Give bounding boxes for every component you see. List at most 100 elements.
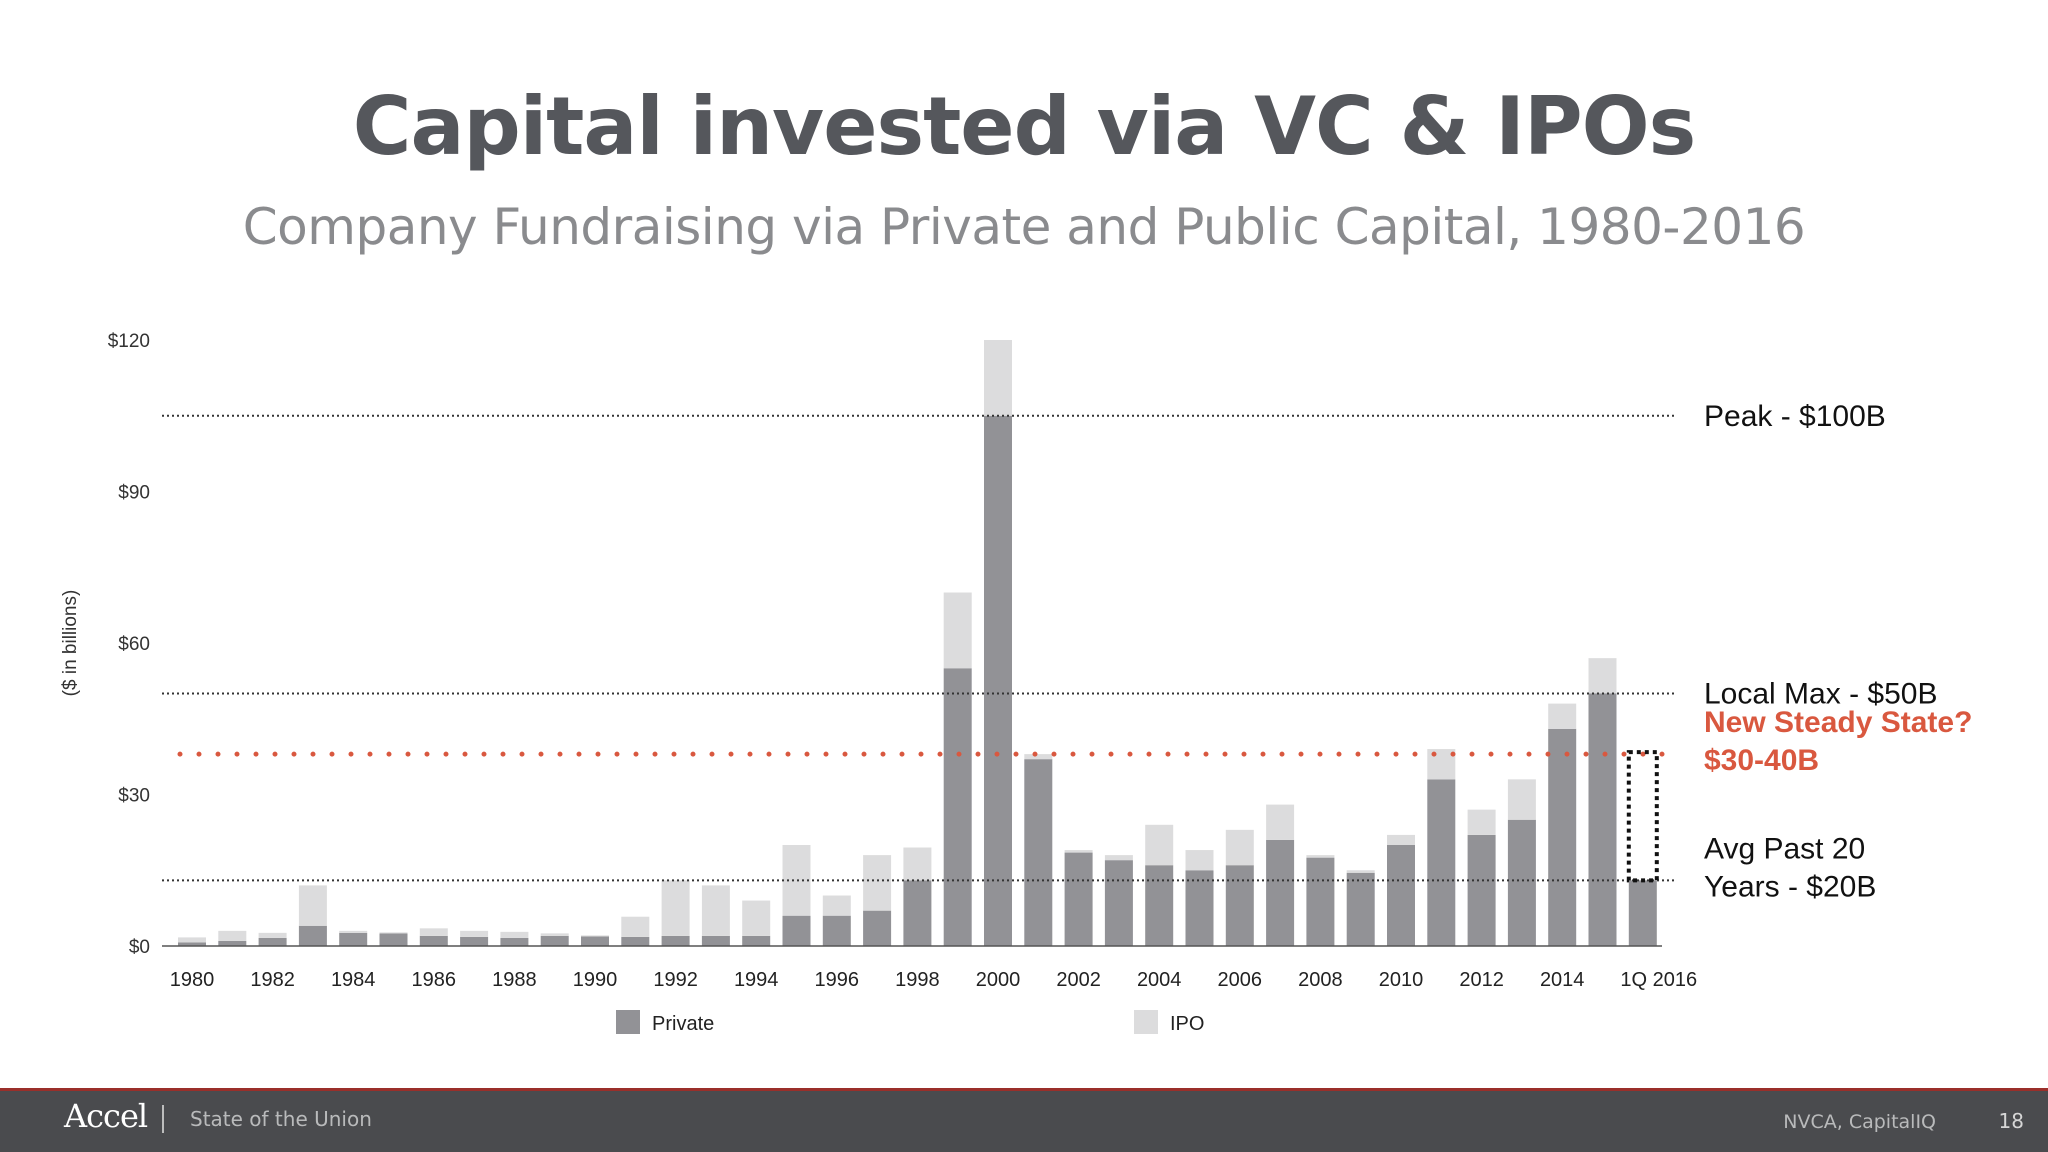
bar-private [1628,880,1657,946]
slide-subtitle: Company Fundraising via Private and Publ… [242,198,1806,256]
x-tick-label: 2002 [1056,969,1101,991]
bar-ipo [1507,779,1536,820]
bar-ipo [701,885,730,936]
bar-private [742,935,771,946]
bar-private [863,910,892,946]
x-tick-label: 1Q 2016 [1620,969,1697,991]
reference-line-label: Years - $20B [1704,870,1876,903]
stacked-bar-chart: $0 $30 $60 $90 $120 ($ in billions) 1980 1982 19… [60,331,1972,1035]
footer-divider [162,1105,164,1133]
bar-ipo [178,937,206,943]
bar-private [540,935,569,946]
bar-private [1548,728,1577,946]
bar-private [822,915,851,946]
x-tick-label: 2006 [1218,969,1263,991]
bar-private [1064,852,1093,946]
legend-swatch [616,1010,640,1034]
x-tick-label: 1998 [895,969,940,991]
reference-line-label: New Steady State? [1704,706,1972,739]
bar-ipo [1024,754,1053,760]
bar-ipo [903,847,932,881]
bar-private [661,935,690,946]
bar-private [1185,870,1214,946]
y-tick-label: $0 [129,937,150,958]
bar-private [419,935,448,946]
bar-ipo [1467,809,1496,835]
x-tick-label: 1990 [573,969,618,991]
bar-private [1266,839,1295,946]
y-tick-label: $60 [118,634,150,655]
x-tick-label: 2000 [976,969,1021,991]
bar-ipo [1548,703,1577,729]
bar-ipo [581,935,609,937]
x-tick-label: 2014 [1540,969,1585,991]
bar-private [943,668,972,946]
bar-private [782,915,811,946]
bar-private [178,942,206,946]
bar-private [621,936,650,946]
bar-private [460,936,489,946]
bar-ipo [1064,850,1093,853]
x-tick-label: 1986 [412,969,457,991]
bar-private [1588,693,1617,946]
bar-private [1346,872,1375,946]
bar-ipo [742,900,771,936]
bar-ipo [621,916,650,937]
bar-ipo [1145,824,1174,866]
reference-line-label: Avg Past 20 [1704,832,1865,865]
bar-private [1104,860,1133,946]
x-tick-label: 1996 [815,969,860,991]
bar-ipo [540,933,569,936]
bar-private [1145,865,1174,946]
bar-private [1507,819,1536,946]
bar-private [258,937,287,946]
x-tick-label: 2004 [1137,969,1182,991]
footer-bar: Accel State of the Union NVCA, CapitalIQ… [0,1088,2048,1152]
bar-ipo [1306,855,1335,858]
bar-ipo [1266,804,1295,840]
x-tick-label: 2012 [1459,969,1504,991]
reference-line-label: Local Max - $50B [1704,678,1937,711]
bar-private [984,415,1012,946]
bar-ipo [379,932,408,934]
page-number: 18 [1998,1109,2024,1133]
reference-line-label: $30-40B [1704,744,1819,777]
y-tick-label: $90 [118,483,150,504]
bar-private [298,925,327,946]
bar-private [1225,865,1254,946]
bar-ipo [984,340,1012,416]
bar-ipo [863,855,892,911]
company-logo: Accel [64,1097,148,1135]
bar-private [379,933,408,946]
bar-ipo [460,930,489,937]
y-tick-label: $120 [108,331,150,352]
bar-private [339,932,368,946]
source-note: NVCA, CapitalIQ [1783,1111,1936,1133]
bar-private [500,937,529,946]
y-axis-label: ($ in billions) [60,590,81,697]
bar-private [1306,857,1335,946]
bar-ipo [500,931,529,938]
bar-private [581,936,609,946]
bar-ipo [822,895,851,916]
reference-line-label: Peak - $100B [1704,400,1886,433]
x-tick-label: 1988 [492,969,537,991]
highlight-box [1626,750,1659,883]
bar-ipo [1588,658,1617,694]
bar-ipo [661,880,690,936]
bar-private [1427,779,1456,946]
x-tick-label: 1994 [734,969,779,991]
slide-title: Capital invested via VC & IPOs [352,80,1696,173]
bar-private [1467,834,1496,946]
bar-private [1387,845,1415,946]
x-tick-label: 1982 [250,969,295,991]
bar-ipo [943,592,972,669]
y-tick-label: $30 [118,786,150,807]
bar-ipo [1104,855,1133,861]
bar-ipo [1185,850,1214,871]
bar-private [701,935,730,946]
x-tick-label: 1992 [653,969,698,991]
bar-ipo [298,885,327,926]
bar-ipo [258,932,287,938]
bar-ipo [1387,834,1415,845]
